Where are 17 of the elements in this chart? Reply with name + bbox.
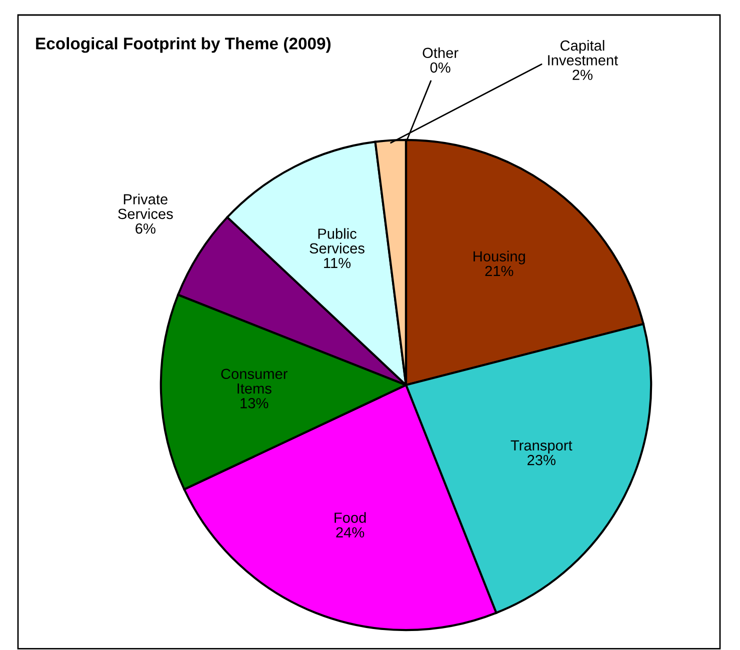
chart-title: Ecological Footprint by Theme (2009)	[36, 37, 331, 53]
data-label: 2%	[572, 70, 592, 80]
slice-label: Public Services	[310, 228, 364, 254]
slice-label: Consumer Items	[221, 368, 288, 394]
slice-label: Transport	[510, 440, 572, 454]
slice-label: Capital Investment	[548, 40, 618, 66]
slice-label: Private Services	[118, 194, 173, 220]
data-label: 24%	[336, 527, 364, 538]
data-label: 6%	[136, 223, 156, 234]
slice-label: Housing	[474, 250, 525, 264]
category-label: Other	[422, 47, 458, 58]
slice-label: Food	[334, 512, 366, 523]
data-label: 21%	[485, 266, 514, 276]
text: 0%	[430, 62, 450, 73]
data-label: 13%	[240, 398, 268, 408]
data-label: 23%	[528, 454, 556, 466]
data-label: 11%	[324, 258, 351, 268]
